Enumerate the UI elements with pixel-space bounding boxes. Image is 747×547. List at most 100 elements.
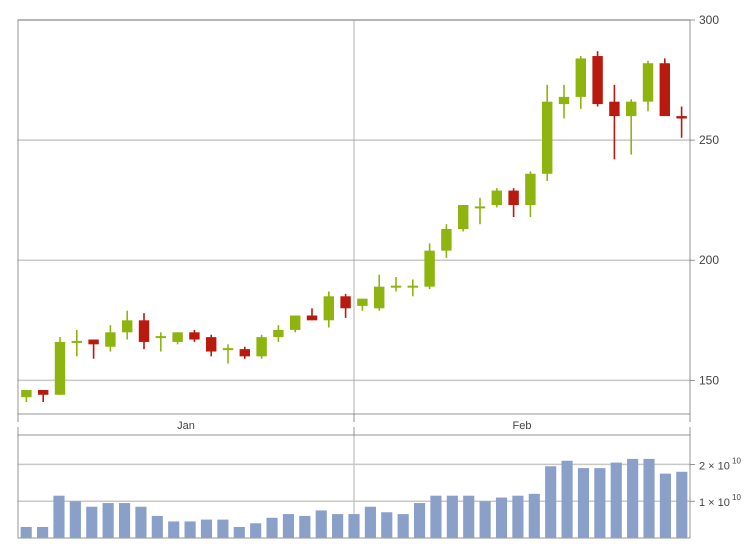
candle xyxy=(525,171,536,217)
candle-body xyxy=(390,285,402,288)
candle xyxy=(457,204,469,232)
candle xyxy=(273,325,284,342)
volume-bar xyxy=(217,519,229,538)
candle-body xyxy=(642,63,654,102)
candle-body xyxy=(609,101,620,117)
candle-body xyxy=(575,58,587,97)
candle-body xyxy=(357,298,368,306)
candle-body xyxy=(155,336,167,339)
volume-bar xyxy=(266,517,278,538)
candle-body xyxy=(407,285,419,288)
month-label: Jan xyxy=(177,420,195,432)
candle xyxy=(340,293,351,318)
candle-body xyxy=(71,340,83,343)
candle xyxy=(659,58,671,117)
candle xyxy=(121,310,133,340)
candle-body xyxy=(88,339,99,345)
candle xyxy=(289,315,301,333)
candle xyxy=(642,60,654,112)
candle xyxy=(676,106,687,138)
month-label: Feb xyxy=(513,420,532,432)
candle xyxy=(239,346,251,359)
price-tick-label: 150 xyxy=(699,373,719,387)
volume-bar xyxy=(118,503,131,538)
volume-bar xyxy=(643,458,655,538)
candle xyxy=(88,339,99,359)
candle xyxy=(71,329,83,357)
volume-tick-label: 1 × 10 xyxy=(699,497,730,509)
volume-bar xyxy=(512,495,524,538)
candle-body xyxy=(205,337,217,352)
candle xyxy=(306,308,318,321)
candle-body xyxy=(306,315,318,321)
candle xyxy=(172,332,183,345)
candle-body xyxy=(457,204,469,230)
volume-bar xyxy=(332,514,344,538)
volume-bar xyxy=(397,514,409,538)
volume-bar xyxy=(413,503,426,538)
candle-body xyxy=(541,101,553,174)
candle-body xyxy=(222,348,234,351)
candle-body xyxy=(592,56,603,105)
candle xyxy=(424,243,435,290)
candle xyxy=(105,325,116,352)
price-tick-label: 250 xyxy=(699,133,719,147)
volume-bar xyxy=(184,521,196,538)
volume-bar xyxy=(676,471,688,538)
volume-bar xyxy=(53,495,65,538)
volume-bar xyxy=(348,514,360,538)
volume-tick-label: 2 × 10 xyxy=(699,460,730,472)
candle xyxy=(357,298,368,311)
candle-body xyxy=(54,341,66,395)
candle xyxy=(256,334,267,359)
candle-body xyxy=(558,96,570,105)
volume-bar xyxy=(233,526,245,538)
candle-body xyxy=(172,332,183,342)
volume-bar xyxy=(315,510,327,538)
volume-bar xyxy=(479,501,491,538)
volume-bar xyxy=(37,526,49,538)
candle xyxy=(222,344,234,364)
candle xyxy=(390,277,402,292)
volume-bar xyxy=(135,506,147,538)
volume-bar xyxy=(364,506,376,538)
volume-tick-exponent: 10 xyxy=(732,493,741,502)
volume-bar xyxy=(151,515,163,538)
volume-bar xyxy=(610,462,622,538)
volume-bar xyxy=(545,466,557,538)
candle xyxy=(21,389,32,402)
volume-bar xyxy=(282,514,295,538)
candle-body xyxy=(491,190,503,205)
candle xyxy=(441,224,452,258)
volume-bar xyxy=(20,526,32,538)
candle xyxy=(592,51,603,107)
candle-body xyxy=(474,206,486,209)
candle xyxy=(189,329,200,342)
volume-bar xyxy=(594,468,606,538)
candle-body xyxy=(659,63,671,117)
candle-body xyxy=(441,229,452,251)
candle xyxy=(373,274,385,311)
candle xyxy=(609,84,620,160)
volume-bar xyxy=(299,515,311,538)
volume-bar xyxy=(430,495,442,538)
candle-body xyxy=(138,320,150,342)
candle-body xyxy=(373,286,385,309)
candle xyxy=(323,291,335,328)
volume-bar xyxy=(561,460,573,538)
volume-tick-exponent: 10 xyxy=(732,456,741,465)
volume-bar xyxy=(627,458,639,538)
candle-body xyxy=(256,337,267,357)
volume-bar xyxy=(659,473,671,538)
candle xyxy=(54,337,66,395)
price-tick-label: 200 xyxy=(699,253,719,267)
volume-bar xyxy=(577,468,590,538)
candle-body xyxy=(121,320,133,333)
volume-bar xyxy=(381,512,393,538)
candle-body xyxy=(189,332,200,340)
volume-bar xyxy=(528,493,540,538)
volume-bar xyxy=(446,495,458,538)
volume-bar xyxy=(102,503,114,538)
